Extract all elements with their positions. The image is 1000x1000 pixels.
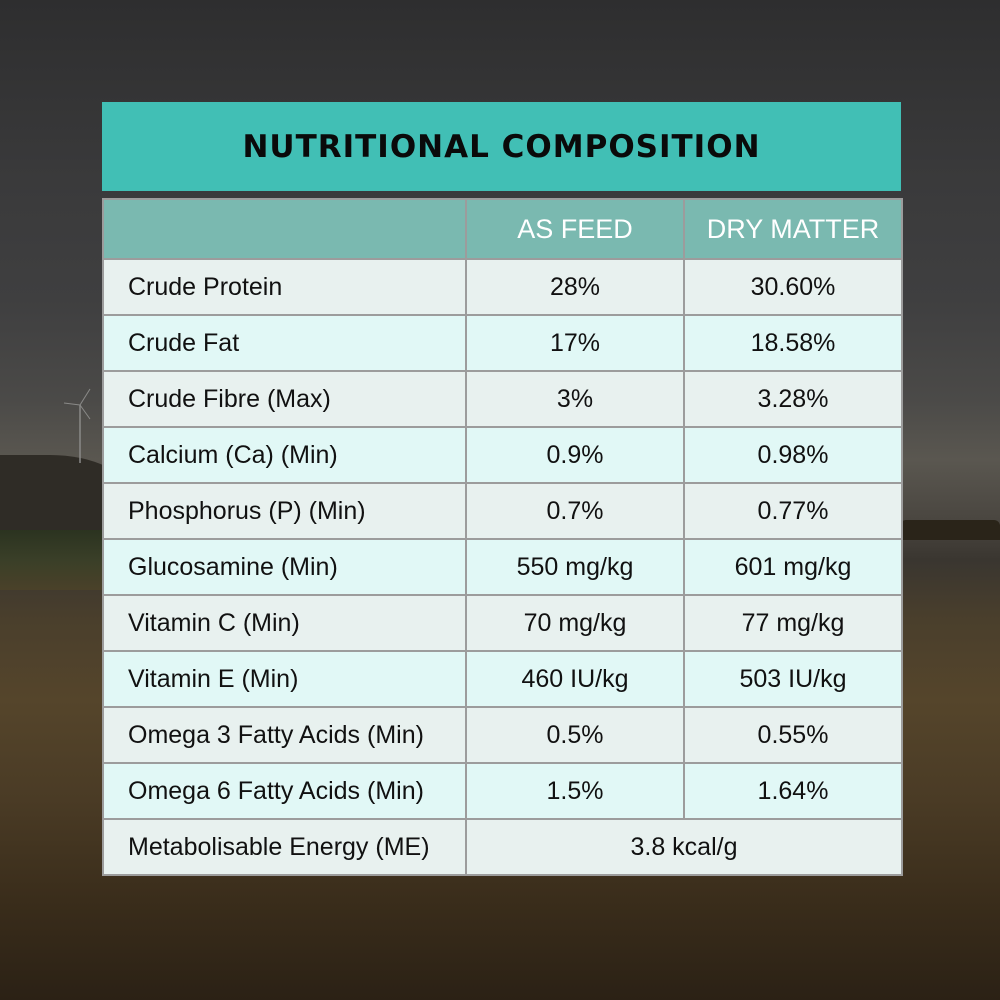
table-row-energy: Metabolisable Energy (ME) 3.8 kcal/g bbox=[102, 818, 903, 876]
as-feed-value: 17% bbox=[465, 314, 685, 372]
table-row: Crude Fat 17% 18.58% bbox=[102, 314, 903, 372]
dry-matter-value: 0.98% bbox=[683, 426, 903, 484]
background-treeline bbox=[900, 520, 1000, 540]
nutrient-label: Glucosamine (Min) bbox=[102, 538, 467, 596]
nutrient-label: Crude Fibre (Max) bbox=[102, 370, 467, 428]
dry-matter-value: 1.64% bbox=[683, 762, 903, 820]
header-nutrient bbox=[102, 198, 467, 260]
table-row: Omega 6 Fatty Acids (Min) 1.5% 1.64% bbox=[102, 762, 903, 820]
nutrient-label: Omega 3 Fatty Acids (Min) bbox=[102, 706, 467, 764]
table-row: Crude Fibre (Max) 3% 3.28% bbox=[102, 370, 903, 428]
as-feed-value: 0.9% bbox=[465, 426, 685, 484]
as-feed-value: 1.5% bbox=[465, 762, 685, 820]
title-bar: NUTRITIONAL COMPOSITION bbox=[102, 102, 901, 191]
table-row: Phosphorus (P) (Min) 0.7% 0.77% bbox=[102, 482, 903, 540]
energy-value: 3.8 kcal/g bbox=[465, 818, 903, 876]
as-feed-value: 460 IU/kg bbox=[465, 650, 685, 708]
nutrition-table: AS FEED DRY MATTER Crude Protein 28% 30.… bbox=[102, 198, 903, 876]
header-dry-matter: DRY MATTER bbox=[683, 198, 903, 260]
nutrient-label: Phosphorus (P) (Min) bbox=[102, 482, 467, 540]
dry-matter-value: 0.77% bbox=[683, 482, 903, 540]
nutrient-label: Vitamin C (Min) bbox=[102, 594, 467, 652]
dry-matter-value: 18.58% bbox=[683, 314, 903, 372]
dry-matter-value: 503 IU/kg bbox=[683, 650, 903, 708]
background-field bbox=[0, 530, 105, 590]
nutrient-label: Crude Fat bbox=[102, 314, 467, 372]
nutrient-label: Omega 6 Fatty Acids (Min) bbox=[102, 762, 467, 820]
nutrient-label: Calcium (Ca) (Min) bbox=[102, 426, 467, 484]
nutrient-label: Vitamin E (Min) bbox=[102, 650, 467, 708]
table-row: Calcium (Ca) (Min) 0.9% 0.98% bbox=[102, 426, 903, 484]
wind-turbine-icon bbox=[63, 388, 91, 463]
dry-matter-value: 0.55% bbox=[683, 706, 903, 764]
table-header-row: AS FEED DRY MATTER bbox=[102, 198, 903, 260]
nutrient-label: Metabolisable Energy (ME) bbox=[102, 818, 467, 876]
table-row: Vitamin E (Min) 460 IU/kg 503 IU/kg bbox=[102, 650, 903, 708]
header-as-feed: AS FEED bbox=[465, 198, 685, 260]
page-title: NUTRITIONAL COMPOSITION bbox=[242, 128, 761, 165]
table-row: Vitamin C (Min) 70 mg/kg 77 mg/kg bbox=[102, 594, 903, 652]
as-feed-value: 550 mg/kg bbox=[465, 538, 685, 596]
as-feed-value: 0.7% bbox=[465, 482, 685, 540]
as-feed-value: 28% bbox=[465, 258, 685, 316]
dry-matter-value: 3.28% bbox=[683, 370, 903, 428]
nutrient-label: Crude Protein bbox=[102, 258, 467, 316]
as-feed-value: 3% bbox=[465, 370, 685, 428]
table-row: Omega 3 Fatty Acids (Min) 0.5% 0.55% bbox=[102, 706, 903, 764]
table-row: Glucosamine (Min) 550 mg/kg 601 mg/kg bbox=[102, 538, 903, 596]
dry-matter-value: 601 mg/kg bbox=[683, 538, 903, 596]
as-feed-value: 0.5% bbox=[465, 706, 685, 764]
table-row: Crude Protein 28% 30.60% bbox=[102, 258, 903, 316]
dry-matter-value: 77 mg/kg bbox=[683, 594, 903, 652]
nutrition-panel: NUTRITIONAL COMPOSITION bbox=[102, 102, 901, 191]
dry-matter-value: 30.60% bbox=[683, 258, 903, 316]
as-feed-value: 70 mg/kg bbox=[465, 594, 685, 652]
